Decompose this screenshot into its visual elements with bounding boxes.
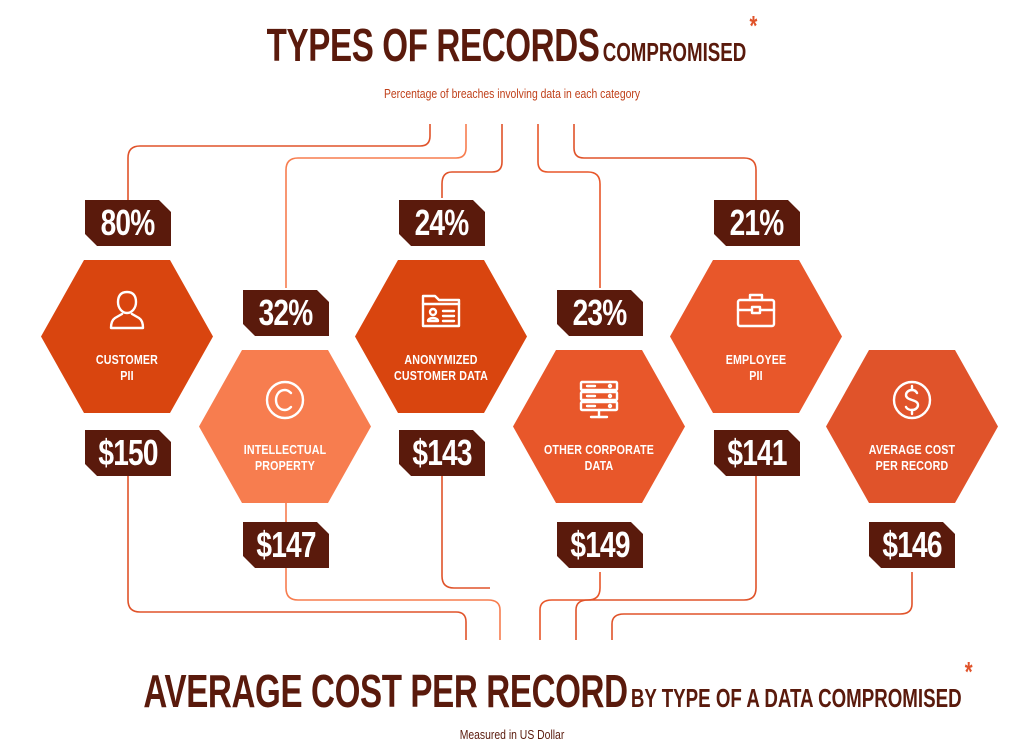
hex-label: ANONYMIZED CUSTOMER DATA xyxy=(394,352,488,383)
cost-badge-anonymized: $143 xyxy=(399,430,485,476)
cost-badge-other-corporate: $149 xyxy=(557,522,643,568)
header-asterisk: * xyxy=(749,10,758,41)
connector-bottom-5 xyxy=(575,476,757,640)
id-folder-icon xyxy=(421,294,461,328)
hex-average-cost: AVERAGE COST PER RECORD xyxy=(826,350,998,503)
header-title: TYPES OF RECORDS COMPROMISED * xyxy=(143,10,880,72)
connector-top-5 xyxy=(573,124,757,200)
percent-badge-employee-pii: 21% xyxy=(714,200,800,246)
connector-top-3 xyxy=(441,124,503,198)
hex-label: CUSTOMER PII xyxy=(95,352,159,383)
header-subtitle: Percentage of breaches involving data in… xyxy=(383,86,641,101)
copyright-icon xyxy=(265,380,305,420)
header-title-sub: COMPROMISED xyxy=(602,37,747,67)
hex-label: OTHER CORPORATE DATA xyxy=(543,442,655,473)
cost-badge-intellectual-property: $147 xyxy=(243,522,329,568)
dollar-icon xyxy=(892,380,932,420)
connector-top-1 xyxy=(127,124,431,200)
footer-title-main: AVERAGE COST PER RECORD xyxy=(143,665,628,717)
percent-badge-intellectual-property: 32% xyxy=(243,290,329,336)
cost-badge-customer-pii: $150 xyxy=(85,430,171,476)
footer-subtitle: Measured in US Dollar xyxy=(459,727,565,742)
cost-badge-average: $146 xyxy=(869,522,955,568)
connector-bottom-4 xyxy=(539,572,601,640)
connector-bottom-3 xyxy=(441,476,490,589)
user-icon xyxy=(109,290,145,330)
hex-label: EMPLOYEE PII xyxy=(725,352,787,383)
connector-bottom-2 xyxy=(285,476,501,640)
server-icon xyxy=(579,380,619,419)
connector-top-4 xyxy=(537,124,601,288)
hex-employee-pii: EMPLOYEE PII xyxy=(670,260,842,413)
footer-title: AVERAGE COST PER RECORD BY TYPE OF A DAT… xyxy=(143,656,972,718)
footer-title-sub: BY TYPE OF A DATA COMPROMISED xyxy=(630,683,962,713)
footer-asterisk: * xyxy=(964,656,973,687)
hex-label: INTELLECTUAL PROPERTY xyxy=(243,442,327,473)
percent-badge-anonymized: 24% xyxy=(399,200,485,246)
hex-label: AVERAGE COST PER RECORD xyxy=(868,442,956,473)
connector-bottom-6 xyxy=(611,572,913,640)
hex-other-corporate-data: OTHER CORPORATE DATA xyxy=(513,350,685,503)
connector-bottom-1 xyxy=(127,476,467,640)
cost-badge-employee-pii: $141 xyxy=(714,430,800,476)
percent-badge-customer-pii: 80% xyxy=(85,200,171,246)
briefcase-icon xyxy=(736,293,776,328)
header-title-main: TYPES OF RECORDS xyxy=(266,19,600,71)
percent-badge-other-corporate: 23% xyxy=(557,290,643,336)
connector-top-2 xyxy=(285,124,467,288)
